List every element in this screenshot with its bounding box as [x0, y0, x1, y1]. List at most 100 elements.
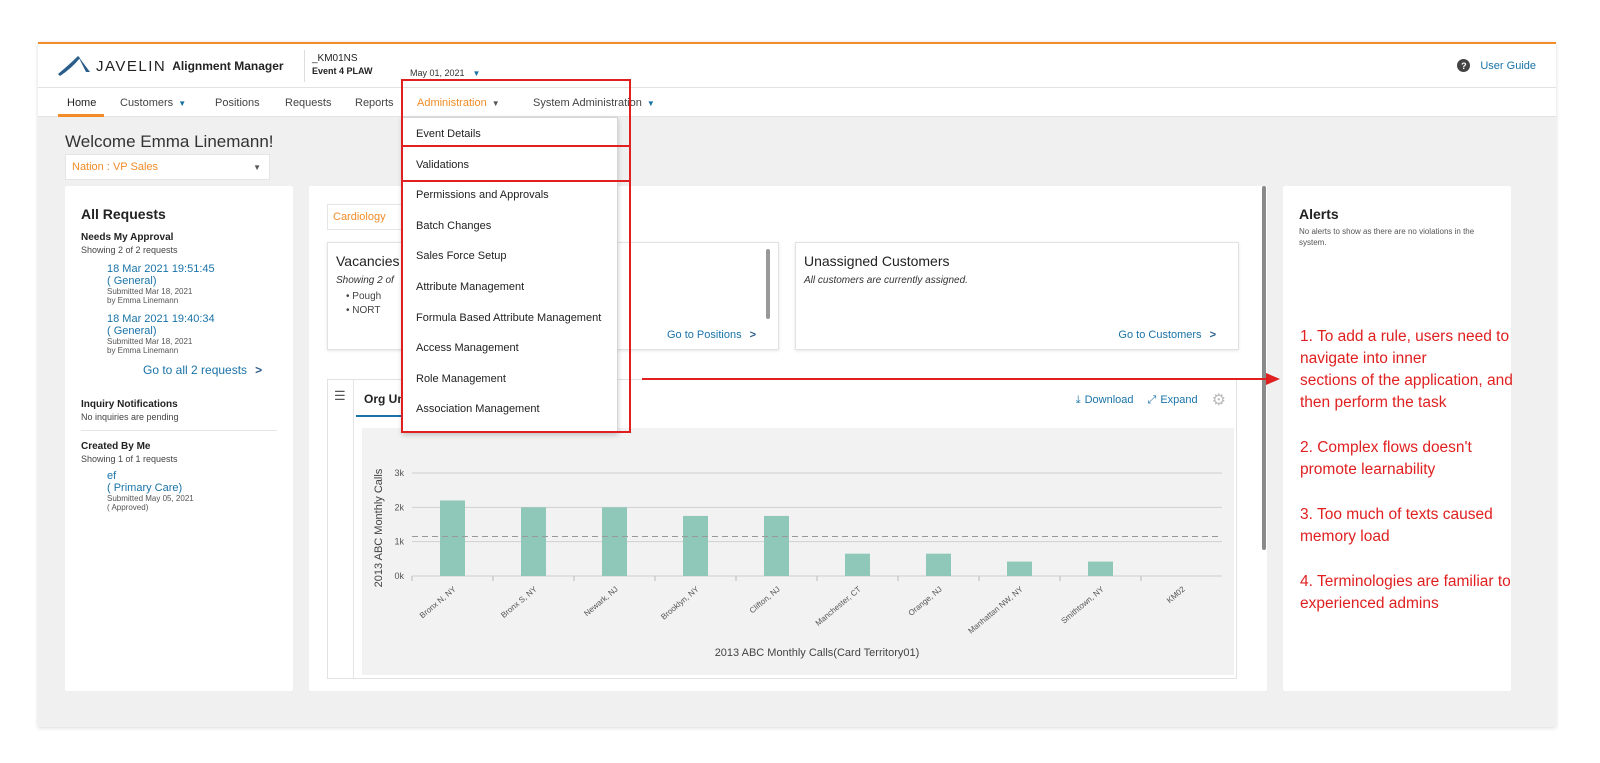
- date-value: May 01, 2021: [410, 68, 465, 78]
- created-request-type: ( Primary Care): [107, 482, 183, 494]
- welcome-heading: Welcome Emma Linemann!: [65, 132, 274, 151]
- annotation-note: 3. Too much of texts caused memory load: [1300, 506, 1493, 545]
- logo-divider: [304, 50, 305, 82]
- vacancy-item-label: Pough: [352, 291, 382, 302]
- x-tick-label: Brooklyn, NY: [659, 584, 701, 621]
- nav-customers[interactable]: Customers ▼: [120, 97, 186, 109]
- bar: [926, 553, 951, 576]
- sliders-icon[interactable]: ☰: [334, 388, 346, 403]
- menu-item-permissions[interactable]: Permissions and Approvals: [416, 189, 549, 202]
- alerts-text: No alerts to show as there are no violat…: [1299, 227, 1475, 247]
- request-date-link[interactable]: 18 Mar 2021 19:51:45: [107, 263, 215, 275]
- annotation-highlight-menu: [401, 79, 631, 433]
- vacancy-item-label: NORT: [352, 305, 381, 316]
- alerts-panel: Alerts No alerts to show as there are no…: [1283, 186, 1511, 691]
- created-by-me-title: Created By Me: [81, 441, 151, 452]
- vacancies-sub: Showing 2 of: [336, 275, 394, 286]
- annotation-highlight-validations: [401, 145, 631, 182]
- y-tick-label: 3k: [394, 468, 404, 478]
- menu-item-event-details[interactable]: Event Details: [416, 128, 481, 140]
- menu-item-attribute-management[interactable]: Attribute Management: [416, 280, 525, 293]
- bar: [845, 553, 870, 576]
- bar: [764, 515, 789, 576]
- nav-reports[interactable]: Reports: [355, 97, 394, 109]
- go-to-all-requests-link[interactable]: Go to all 2 requests >: [143, 363, 277, 377]
- org-unit-card: ☰ Org Un ⤓ Download ⤢ Expand ⚙ 0k 1k 2k 3k B…: [327, 379, 1237, 679]
- menu-item-sales-force-setup[interactable]: Sales Force Setup: [416, 250, 507, 263]
- y-tick-label: 1k: [394, 537, 404, 547]
- expand-button[interactable]: Expand: [1160, 394, 1198, 406]
- active-tab-indicator: [58, 114, 104, 117]
- menu-item-validations[interactable]: Validations: [416, 158, 469, 171]
- vacancy-item: • NORT: [346, 305, 381, 316]
- chevron-right-icon: >: [1209, 329, 1216, 341]
- nav-requests[interactable]: Requests: [285, 97, 332, 109]
- unassigned-customers-card: Unassigned Customers All customers are c…: [795, 242, 1239, 350]
- main-scrollbar[interactable]: [1262, 186, 1266, 550]
- tab-cardiology[interactable]: Cardiology: [327, 204, 407, 230]
- card-scrollbar[interactable]: [766, 249, 770, 319]
- bar: [1088, 561, 1113, 576]
- chevron-right-icon: >: [749, 329, 756, 341]
- event-code: _KM01NS: [312, 53, 358, 64]
- nav-home[interactable]: Home: [67, 97, 97, 109]
- needs-approval-title: Needs My Approval: [81, 232, 174, 243]
- top-bar: JAVELIN Alignment Manager _KM01NS Event …: [38, 44, 1556, 88]
- date-select[interactable]: May 01, 2021 ▼: [410, 68, 480, 78]
- nation-select[interactable]: Nation : VP Sales ▼: [65, 154, 270, 180]
- vacancies-title: Vacancies: [336, 253, 400, 269]
- go-to-customers-link[interactable]: Go to Customers >: [1118, 329, 1216, 341]
- request-type: ( General): [107, 275, 157, 287]
- nav-system-administration-label: System Administration: [533, 97, 642, 109]
- go-to-positions-link[interactable]: Go to Positions >: [667, 329, 756, 341]
- x-tick-label: Clifton, NJ: [748, 585, 782, 616]
- divider: [81, 430, 277, 431]
- menu-item-batch-changes[interactable]: Batch Changes: [416, 219, 492, 232]
- unassigned-sub: All customers are currently assigned.: [804, 275, 968, 286]
- nav-positions[interactable]: Positions: [215, 97, 260, 109]
- y-axis-label: 2013 ABC Monthly Calls: [373, 468, 385, 587]
- request-item[interactable]: 18 Mar 2021 19:51:45 ( General) Submitte…: [107, 263, 277, 305]
- y-tick-label: 2k: [394, 502, 404, 512]
- menu-item-access-management[interactable]: Access Management: [416, 342, 519, 355]
- created-request-submitted: Submitted May 05, 2021: [107, 494, 194, 503]
- caret-down-icon: ▼: [178, 99, 187, 108]
- javelin-swoosh-icon: [58, 56, 90, 76]
- event-name: Event 4 PLAW: [312, 66, 373, 76]
- nav-customers-label: Customers: [120, 97, 174, 109]
- user-guide-label: User Guide: [1480, 59, 1536, 72]
- request-by: by Emma Linemann: [107, 296, 179, 305]
- menu-item-formula-attribute-management[interactable]: Formula Based Attribute Management: [416, 311, 602, 324]
- logo-product: Alignment Manager: [172, 59, 284, 73]
- request-date-link[interactable]: 18 Mar 2021 19:40:34: [107, 313, 215, 325]
- request-type: ( General): [107, 325, 157, 337]
- javelin-logo[interactable]: JAVELIN Alignment Manager: [56, 48, 284, 84]
- menu-item-association-management[interactable]: Association Management: [416, 403, 540, 416]
- caret-down-icon: ▼: [646, 99, 655, 108]
- nav-administration-label: Administration: [417, 97, 487, 109]
- request-submitted: Submitted Mar 18, 2021: [107, 337, 193, 346]
- filter-sidebar[interactable]: ☰: [328, 380, 354, 678]
- all-requests-title: All Requests: [81, 206, 166, 222]
- unassigned-title: Unassigned Customers: [804, 253, 950, 269]
- help-icon: ?: [1457, 59, 1471, 72]
- caret-down-icon: ▼: [472, 68, 481, 78]
- x-tick-label: Manhattan NW, NY: [967, 584, 1026, 635]
- created-request-item[interactable]: ef ( Primary Care) Submitted May 05, 202…: [107, 470, 277, 512]
- created-request-link[interactable]: ef: [107, 470, 117, 482]
- menu-item-role-management[interactable]: Role Management: [416, 372, 506, 385]
- x-axis-label: 2013 ABC Monthly Calls(Card Territory01): [715, 647, 920, 659]
- org-unit-title: Org Un: [364, 392, 405, 406]
- nav-system-administration[interactable]: System Administration ▼: [533, 97, 655, 109]
- bar: [1007, 561, 1032, 576]
- x-tick-label: Smithtown, NY: [1059, 584, 1106, 625]
- org-tab-indicator: [356, 415, 428, 417]
- nav-administration[interactable]: Administration ▼: [417, 97, 500, 109]
- vacancy-item: • Pough: [346, 291, 382, 302]
- inquiry-title: Inquiry Notifications: [81, 399, 178, 410]
- gear-icon[interactable]: ⚙: [1211, 392, 1226, 409]
- download-button[interactable]: Download: [1084, 394, 1134, 406]
- user-guide-link[interactable]: ? User Guide: [1457, 59, 1536, 72]
- request-item[interactable]: 18 Mar 2021 19:40:34 ( General) Submitte…: [107, 313, 277, 355]
- main-panel: Cardiology Vacancies Showing 2 of • Poug…: [309, 186, 1267, 691]
